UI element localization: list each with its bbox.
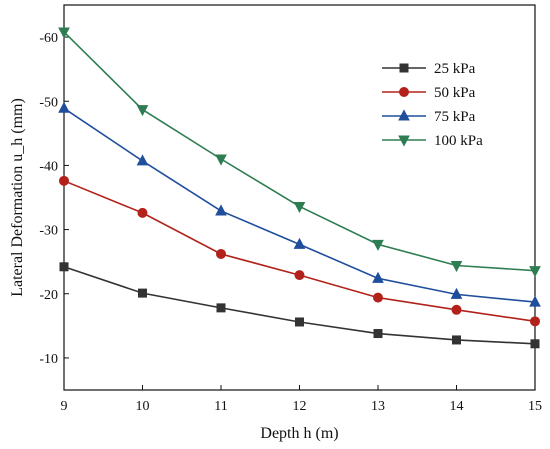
data-point [136, 105, 149, 117]
legend: 25 kPa 50 kPa 75 kPa 100 kPa [382, 61, 483, 149]
data-point [59, 175, 69, 186]
x-tick-label: 10 [136, 399, 150, 414]
series-2 [58, 101, 541, 307]
x-tick-label: 9 [61, 399, 68, 414]
x-tick-label: 12 [293, 399, 307, 414]
x-axis-ticks: 9 10 11 12 13 14 15 [61, 385, 542, 414]
series-3 [58, 27, 541, 278]
data-point [215, 204, 227, 216]
legend-marker [399, 87, 409, 97]
data-point [216, 303, 226, 313]
legend-marker [399, 63, 409, 73]
legend-label: 50 kPa [434, 85, 476, 101]
data-point [293, 201, 306, 214]
data-point [59, 262, 69, 272]
legend-item: 75 kPa [382, 109, 476, 125]
y-tick-label: -20 [39, 288, 58, 303]
y-tick-label: -30 [39, 224, 58, 239]
data-point [138, 288, 147, 298]
data-point [295, 317, 304, 327]
series-line [63, 180, 536, 323]
data-point [530, 316, 540, 327]
series-1 [59, 175, 540, 327]
x-tick-label: 15 [528, 399, 542, 414]
legend-marker [398, 135, 410, 147]
legend-label: 100 kPa [434, 133, 483, 149]
data-point [58, 101, 70, 113]
x-tick-label: 13 [371, 399, 385, 414]
data-point [215, 154, 227, 166]
data-point [137, 207, 148, 218]
y-tick-label: -10 [39, 352, 58, 367]
data-point [452, 335, 461, 345]
data-point [58, 27, 70, 39]
legend-item: 25 kPa [382, 61, 476, 77]
data-point [530, 339, 540, 349]
legend-label: 25 kPa [434, 61, 476, 77]
legend-marker [398, 109, 410, 121]
legend-label: 75 kPa [434, 109, 476, 125]
data-point [450, 287, 463, 299]
data-point [294, 270, 305, 281]
y-tick-label: -60 [39, 31, 58, 46]
data-point [372, 271, 384, 283]
data-point [451, 304, 462, 315]
y-axis-ticks: -10 -20 -30 -40 -50 -60 [39, 31, 69, 367]
data-point [373, 292, 383, 303]
data-point [450, 261, 463, 273]
legend-item: 100 kPa [382, 133, 483, 149]
x-tick-label: 11 [214, 399, 227, 414]
legend-item: 50 kPa [382, 85, 476, 101]
data-point [293, 237, 306, 249]
y-tick-label: -40 [39, 159, 58, 174]
series-0 [59, 262, 540, 349]
x-tick-label: 14 [450, 399, 464, 414]
data-point [529, 295, 541, 307]
data-point [373, 329, 383, 339]
data-point [372, 239, 384, 251]
x-axis-label: Depth h (m) [260, 425, 338, 442]
y-axis-label: Lateral Deformation u_h (mm) [9, 98, 26, 297]
series-layer [58, 27, 541, 349]
data-point [136, 154, 149, 166]
data-point [216, 248, 226, 259]
y-tick-label: -50 [39, 95, 58, 110]
data-point [529, 266, 541, 278]
